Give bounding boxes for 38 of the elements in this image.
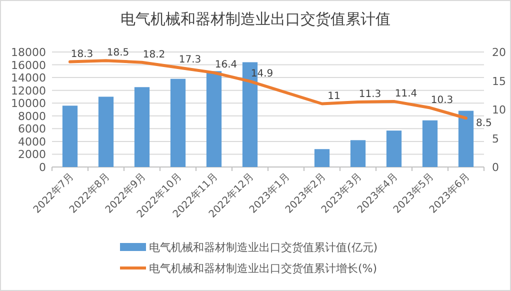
y2-tick-label: 5	[492, 132, 499, 146]
data-label: 11.4	[394, 88, 418, 100]
legend-label: 电气机械和器材制造业出口交货值累计值(亿元)	[149, 241, 378, 254]
y-tick-label: 8000	[18, 110, 46, 123]
bar	[98, 96, 114, 167]
bar	[350, 140, 366, 167]
data-label: 8.5	[476, 118, 492, 130]
y-tick-label: 10000	[11, 97, 46, 110]
bar	[170, 78, 186, 167]
y-tick-label: 0	[39, 161, 46, 174]
data-label: 18.5	[106, 48, 130, 59]
data-label: 18.2	[142, 49, 166, 60]
y2-tick-label: 10	[492, 104, 506, 116]
data-label: 18.3	[70, 48, 94, 60]
y2-tick-label: 0	[492, 161, 499, 174]
bar	[314, 149, 330, 167]
bar	[62, 106, 78, 167]
data-label: 10.3	[430, 94, 454, 106]
y-tick-label: 18000	[11, 46, 46, 59]
chart-title: 电气机械和器材制造业出口交货值累计值	[120, 10, 390, 28]
y-tick-label: 4000	[18, 135, 46, 148]
data-label: 11	[328, 90, 340, 102]
y-tick-label: 6000	[18, 122, 46, 136]
bar	[458, 110, 474, 167]
y-tick-label: 12000	[11, 84, 46, 98]
y-tick-label: 2000	[18, 148, 46, 162]
data-label: 11.3	[358, 89, 382, 100]
y2-tick-label: 15	[492, 74, 506, 88]
y-tick-label: 14000	[11, 72, 46, 85]
bar	[422, 120, 438, 167]
data-label: 16.4	[214, 60, 238, 71]
legend-label: 电气机械和器材制造业出口交货值累计增长(%)	[149, 262, 378, 275]
bar	[134, 87, 150, 167]
bar	[386, 130, 402, 167]
bar	[206, 71, 222, 167]
y2-tick-label: 20	[492, 46, 506, 59]
y-tick-label: 16000	[11, 58, 46, 72]
data-label: 17.3	[178, 54, 202, 66]
